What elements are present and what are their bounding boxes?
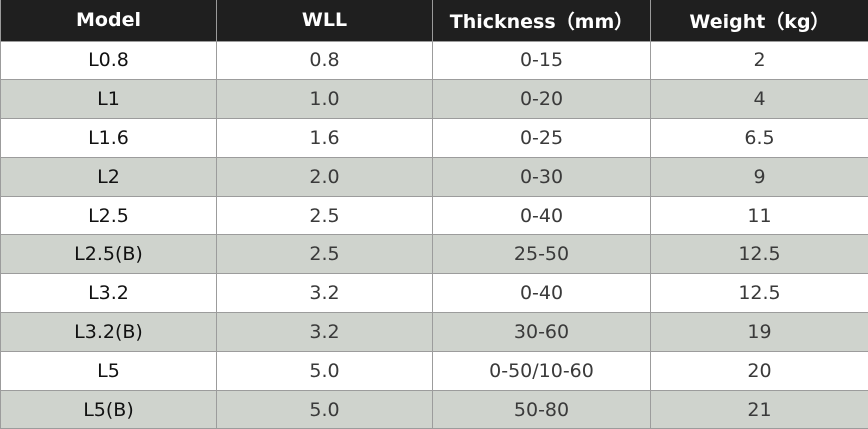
cell-weight: 20 bbox=[650, 350, 868, 391]
cell-weight: 19 bbox=[650, 312, 868, 352]
cell-thickness: 0-40 bbox=[432, 195, 651, 236]
table-row: L5(B) 5.0 50-80 21 bbox=[0, 389, 868, 429]
header-weight: Weight（kg） bbox=[650, 0, 868, 41]
table-row: L0.8 0.8 0-15 2 bbox=[0, 40, 868, 81]
cell-thickness: 0-40 bbox=[432, 273, 651, 314]
cell-model: L2 bbox=[0, 156, 217, 197]
cell-model: L1 bbox=[0, 79, 217, 120]
cell-thickness: 0-15 bbox=[432, 40, 651, 81]
table-body: L0.8 0.8 0-15 2 L1 1.0 0-20 4 L1.6 1.6 0… bbox=[0, 40, 868, 429]
table-row: L2 2.0 0-30 9 bbox=[0, 156, 868, 197]
cell-model: L5 bbox=[0, 350, 217, 391]
cell-wll: 2.0 bbox=[216, 156, 433, 197]
cell-weight: 21 bbox=[650, 389, 868, 429]
cell-thickness: 0-50/10-60 bbox=[432, 350, 651, 391]
cell-thickness: 0-20 bbox=[432, 79, 651, 120]
cell-model: L3.2(B) bbox=[0, 312, 217, 352]
table-row: L2.5(B) 2.5 25-50 12.5 bbox=[0, 234, 868, 275]
cell-model: L2.5 bbox=[0, 195, 217, 236]
cell-wll: 0.8 bbox=[216, 40, 433, 81]
cell-wll: 1.0 bbox=[216, 79, 433, 120]
cell-thickness: 0-25 bbox=[432, 118, 651, 158]
cell-weight: 6.5 bbox=[650, 118, 868, 158]
cell-weight: 12.5 bbox=[650, 234, 868, 275]
header-wll: WLL bbox=[216, 0, 433, 41]
table-row: L1 1.0 0-20 4 bbox=[0, 79, 868, 120]
cell-wll: 5.0 bbox=[216, 350, 433, 391]
cell-wll: 5.0 bbox=[216, 389, 433, 429]
cell-thickness: 0-30 bbox=[432, 156, 651, 197]
cell-model: L3.2 bbox=[0, 273, 217, 314]
cell-weight: 12.5 bbox=[650, 273, 868, 314]
table-row: L5 5.0 0-50/10-60 20 bbox=[0, 350, 868, 391]
header-model: Model bbox=[0, 0, 217, 41]
table-row: L2.5 2.5 0-40 11 bbox=[0, 195, 868, 236]
cell-weight: 11 bbox=[650, 195, 868, 236]
cell-model: L0.8 bbox=[0, 40, 217, 81]
cell-model: L1.6 bbox=[0, 118, 217, 158]
cell-thickness: 50-80 bbox=[432, 389, 651, 429]
cell-weight: 9 bbox=[650, 156, 868, 197]
table-row: L3.2 3.2 0-40 12.5 bbox=[0, 273, 868, 314]
table-row: L3.2(B) 3.2 30-60 19 bbox=[0, 312, 868, 352]
cell-wll: 3.2 bbox=[216, 312, 433, 352]
cell-wll: 1.6 bbox=[216, 118, 433, 158]
cell-weight: 2 bbox=[650, 40, 868, 81]
header-row: Model WLL Thickness（mm） Weight（kg） bbox=[0, 0, 868, 41]
cell-thickness: 30-60 bbox=[432, 312, 651, 352]
table-header: Model WLL Thickness（mm） Weight（kg） bbox=[0, 0, 868, 41]
header-thickness: Thickness（mm） bbox=[432, 0, 651, 41]
cell-model: L2.5(B) bbox=[0, 234, 217, 275]
cell-wll: 2.5 bbox=[216, 234, 433, 275]
cell-wll: 2.5 bbox=[216, 195, 433, 236]
table-row: L1.6 1.6 0-25 6.5 bbox=[0, 118, 868, 158]
cell-weight: 4 bbox=[650, 79, 868, 120]
cell-wll: 3.2 bbox=[216, 273, 433, 314]
cell-thickness: 25-50 bbox=[432, 234, 651, 275]
cell-model: L5(B) bbox=[0, 389, 217, 429]
